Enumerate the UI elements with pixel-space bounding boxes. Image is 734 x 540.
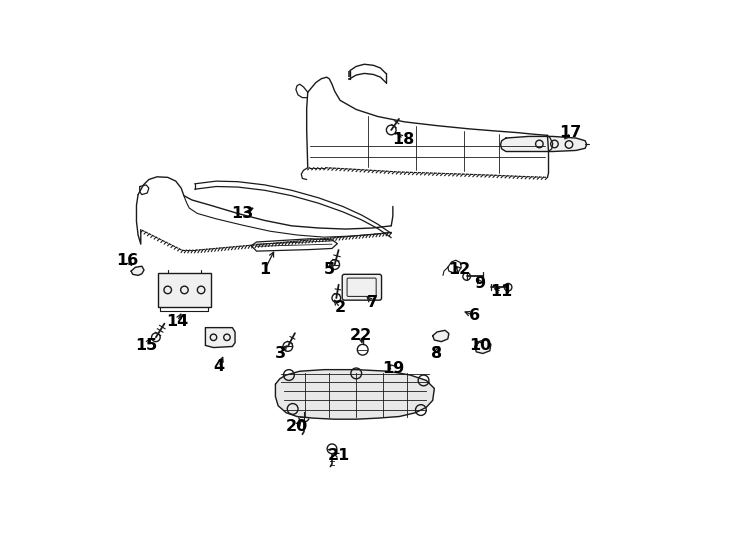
Text: 18: 18 [392, 132, 414, 147]
Polygon shape [131, 266, 144, 275]
Text: 19: 19 [382, 361, 404, 375]
Text: 16: 16 [116, 253, 139, 268]
Text: 9: 9 [475, 276, 486, 291]
Polygon shape [501, 137, 586, 152]
Text: 20: 20 [286, 418, 308, 434]
Text: 12: 12 [448, 262, 470, 278]
Text: 4: 4 [214, 360, 225, 374]
Text: 3: 3 [275, 346, 286, 361]
Bar [158, 273, 211, 307]
Polygon shape [433, 330, 449, 342]
Polygon shape [206, 328, 235, 348]
Text: 6: 6 [469, 308, 480, 323]
Text: 10: 10 [469, 338, 491, 353]
Text: 13: 13 [231, 206, 253, 221]
Text: 17: 17 [559, 125, 582, 140]
Text: 2: 2 [335, 300, 346, 315]
Text: 5: 5 [324, 262, 335, 278]
Polygon shape [475, 340, 491, 354]
FancyBboxPatch shape [342, 274, 382, 300]
Text: 7: 7 [367, 295, 378, 310]
Polygon shape [275, 370, 435, 419]
Text: 8: 8 [432, 346, 443, 361]
Text: 11: 11 [490, 284, 513, 299]
Text: 14: 14 [167, 314, 189, 329]
Text: 15: 15 [135, 338, 157, 353]
Text: 21: 21 [328, 448, 350, 463]
Text: 22: 22 [349, 328, 371, 343]
Text: 1: 1 [259, 262, 270, 278]
